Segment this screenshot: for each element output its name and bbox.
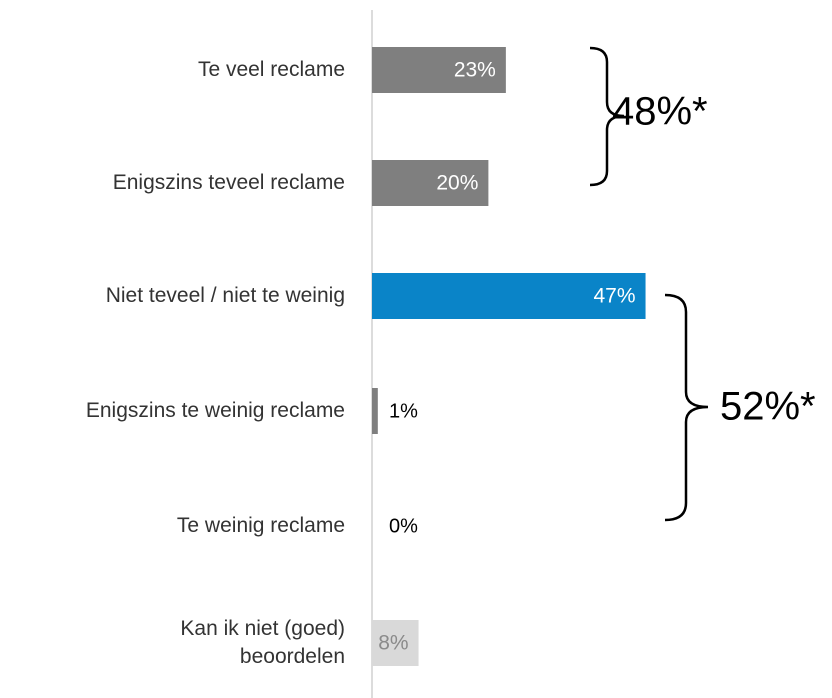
value-label: 1% xyxy=(389,400,418,422)
value-label: 8% xyxy=(378,632,408,655)
category-label: Te weinig reclame xyxy=(176,514,345,537)
annotation: 48%* xyxy=(612,90,708,134)
category-label: Kan ik niet (goed) beoordelen xyxy=(180,617,345,668)
value-label: 20% xyxy=(436,172,478,195)
value-label: 0% xyxy=(389,515,418,537)
category-label: Enigszins teveel reclame xyxy=(112,171,345,194)
value-label: 47% xyxy=(594,285,636,308)
brace xyxy=(664,293,709,522)
bar xyxy=(372,47,506,93)
bar xyxy=(372,273,646,319)
value-label: 23% xyxy=(454,59,496,82)
bar xyxy=(372,620,419,666)
bar xyxy=(372,388,378,434)
category-label: Enigszins te weinig reclame xyxy=(85,399,345,422)
annotation: 52%* xyxy=(720,385,816,429)
brace xyxy=(589,46,625,187)
category-label: Te veel reclame xyxy=(197,58,345,81)
category-label: Niet teveel / niet te weinig xyxy=(105,284,345,307)
bar xyxy=(372,160,489,206)
